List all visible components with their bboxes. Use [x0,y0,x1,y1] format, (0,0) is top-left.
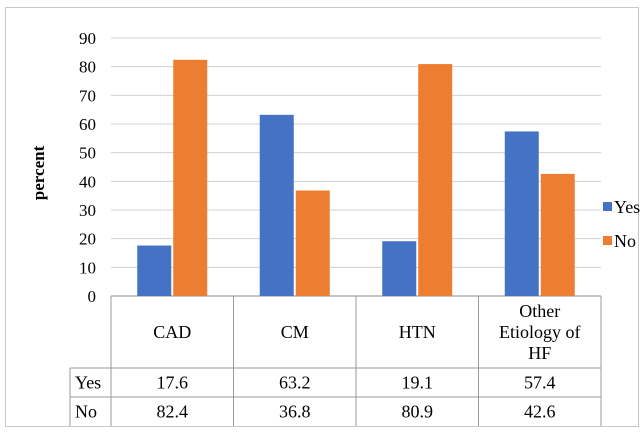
y-axis-label: percent [29,145,48,200]
table-value: 42.6 [524,402,556,422]
category-label: CM [281,322,309,342]
table-value: 17.6 [157,373,189,393]
y-tick-label: 70 [79,86,96,105]
table-value: 82.4 [157,402,189,422]
table-value: 63.2 [279,373,311,393]
bars [137,59,575,297]
y-tick-label: 50 [79,144,96,163]
table-value: 19.1 [402,373,434,393]
category-label: Etiology of [499,322,581,342]
bar-no [295,190,330,296]
y-tick-label: 0 [88,287,97,306]
bar-yes [259,114,294,297]
y-tick-label: 60 [79,115,96,134]
legend-swatch [603,202,612,211]
bar-no [540,173,575,296]
category-label: Other [519,301,560,321]
legend: Yes No [603,197,640,251]
legend-label: No [614,231,636,251]
table-value: 57.4 [524,373,556,393]
y-axis-ticks: 0 10 20 30 40 50 60 70 80 90 [79,29,96,306]
table-value: 80.9 [402,402,434,422]
bar-yes [504,131,539,296]
y-tick-label: 20 [79,230,96,249]
category-label: HTN [399,322,436,342]
bar-no [418,64,453,296]
table-value: 36.8 [279,402,311,422]
bar-yes [382,241,417,296]
table-row-header: No [75,402,97,422]
bar-yes [137,245,172,296]
bar-no [173,59,208,296]
table-row-header: Yes [75,373,101,393]
y-tick-label: 90 [79,29,96,48]
category-label: CAD [153,322,191,342]
y-tick-label: 40 [79,172,96,191]
y-tick-label: 10 [79,258,96,277]
y-tick-label: 80 [79,58,96,77]
y-tick-label: 30 [79,201,96,220]
legend-label: Yes [614,197,640,217]
category-label: HF [528,343,551,363]
legend-swatch [603,236,612,245]
